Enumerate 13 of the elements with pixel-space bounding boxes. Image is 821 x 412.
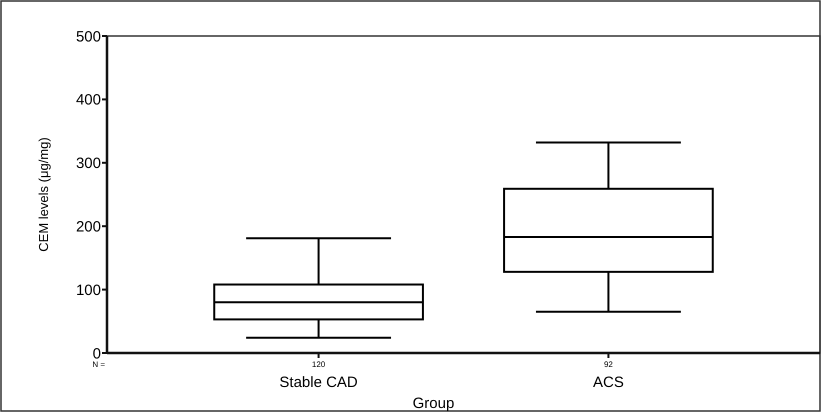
y-axis-title: CEM levels (μg/mg) bbox=[36, 137, 51, 252]
text: 120 bbox=[312, 360, 326, 369]
y-tick-label: 0 bbox=[92, 345, 101, 362]
y-tick-label: 300 bbox=[76, 155, 101, 172]
x-axis-title: Group bbox=[412, 395, 454, 412]
y-tick-label: 200 bbox=[76, 218, 101, 236]
x-tick-label: Stable CAD bbox=[279, 374, 358, 391]
y-tick-label: 100 bbox=[76, 282, 101, 299]
text: N = bbox=[92, 360, 106, 369]
y-tick-label: 500 bbox=[76, 28, 101, 46]
text: 92 bbox=[604, 360, 614, 369]
y-tick-label: 400 bbox=[76, 92, 101, 109]
x-tick-label: ACS bbox=[592, 374, 624, 391]
